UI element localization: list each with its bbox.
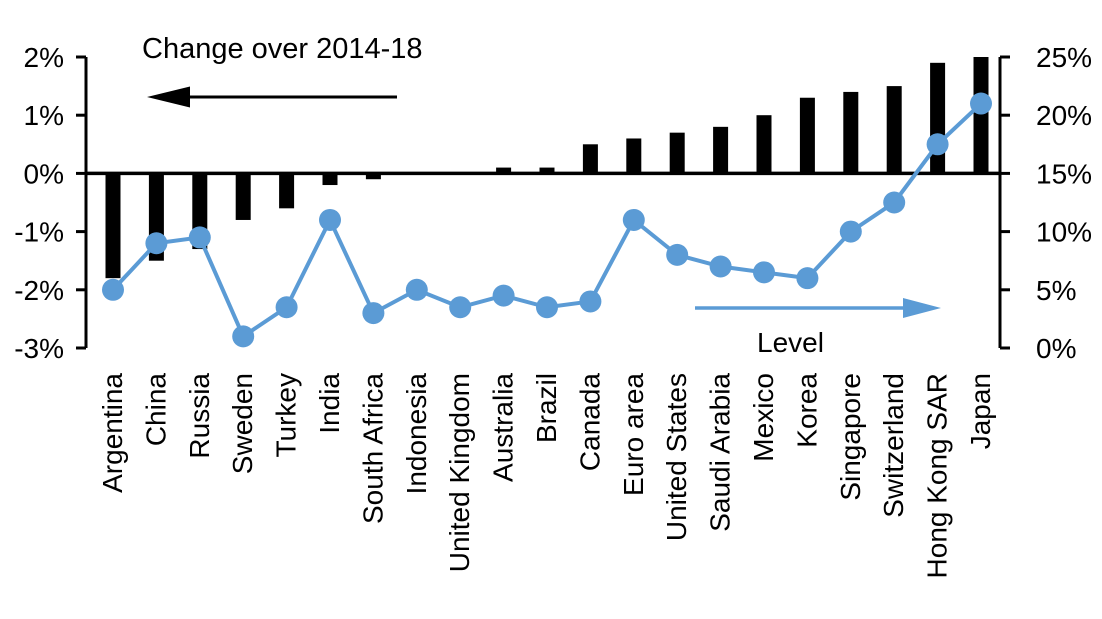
bar-sweden [235,173,251,220]
marker-turkey [275,296,298,319]
bar-saudi-arabia [713,126,729,174]
marker-saudi-arabia [709,255,732,278]
right-axis-tick-label: 25% [1036,42,1092,73]
bar-south-africa [365,173,381,180]
marker-argentina [102,278,124,301]
bar-brazil [539,167,555,174]
right-axis-tick-label: 0% [1036,333,1076,364]
bar-korea [799,97,815,174]
category-label-japan: Japan [965,373,996,449]
marker-united-states [666,243,689,266]
left-axis-tick-label: -3% [14,333,64,364]
right-axis-tick-label: 15% [1036,158,1092,189]
bar-japan [973,57,989,174]
marker-brazil [536,296,558,319]
bar-euro-area [626,138,642,174]
category-label-sweden: Sweden [227,373,258,474]
marker-korea [796,267,819,290]
marker-russia [188,226,211,249]
bar-switzerland [886,86,902,174]
bar-series-annotation: Change over 2014-18 [142,33,423,65]
bar-argentina [105,173,121,279]
category-label-south-africa: South Africa [357,373,388,524]
marker-sweden [232,325,255,348]
marker-euro-area [622,208,645,231]
marker-united-kingdom [449,296,472,319]
category-label-russia: Russia [184,373,215,459]
category-label-korea: Korea [791,373,822,448]
right-axis-tick-label: 10% [1036,217,1092,248]
category-label-saudi-arabia: Saudi Arabia [705,373,736,532]
category-label-china: China [140,373,171,447]
category-label-mexico: Mexico [748,373,779,462]
bar-canada [582,144,598,174]
marker-switzerland [883,191,906,214]
marker-japan [970,92,992,115]
category-label-switzerland: Switzerland [878,373,909,518]
category-label-united-kingdom: United Kingdom [444,373,475,572]
category-label-hong-kong-sar: Hong Kong SAR [922,373,953,578]
bar-turkey [279,173,295,209]
right-axis-tick-label: 20% [1036,100,1092,131]
bar-india [322,173,338,186]
left-axis-tick-label: 2% [24,42,64,73]
marker-canada [579,290,602,313]
category-label-argentina: Argentina [97,373,128,493]
marker-hong-kong-sar [926,133,949,156]
category-label-canada: Canada [574,373,605,472]
category-label-united-states: United States [661,373,692,541]
bar-singapore [843,91,859,174]
category-label-brazil: Brazil [531,373,562,443]
marker-south-africa [362,302,385,325]
marker-singapore [839,220,862,243]
left-axis-tick-label: 0% [24,158,64,189]
category-label-turkey: Turkey [271,373,302,458]
category-label-indonesia: Indonesia [401,373,432,495]
marker-china [145,232,168,255]
marker-india [319,208,341,231]
right-axis-tick-label: 5% [1036,275,1076,306]
bar-united-states [669,132,685,174]
level-arrow-right-icon [903,298,941,318]
line-series-annotation: Level [757,327,824,358]
marker-mexico [753,261,775,284]
category-label-euro-area: Euro area [618,373,649,496]
bar-australia [496,167,512,174]
bar-mexico [756,115,772,174]
left-axis-tick-label: 1% [24,100,64,131]
change-arrow-left-icon [147,86,190,108]
marker-indonesia [405,278,428,301]
category-label-australia: Australia [488,373,519,482]
left-axis-tick-label: -1% [14,217,64,248]
marker-australia [492,284,515,307]
category-label-india: India [314,373,345,434]
bar-hong-kong-sar [930,62,946,174]
left-axis-tick-label: -2% [14,275,64,306]
category-label-singapore: Singapore [835,373,866,501]
